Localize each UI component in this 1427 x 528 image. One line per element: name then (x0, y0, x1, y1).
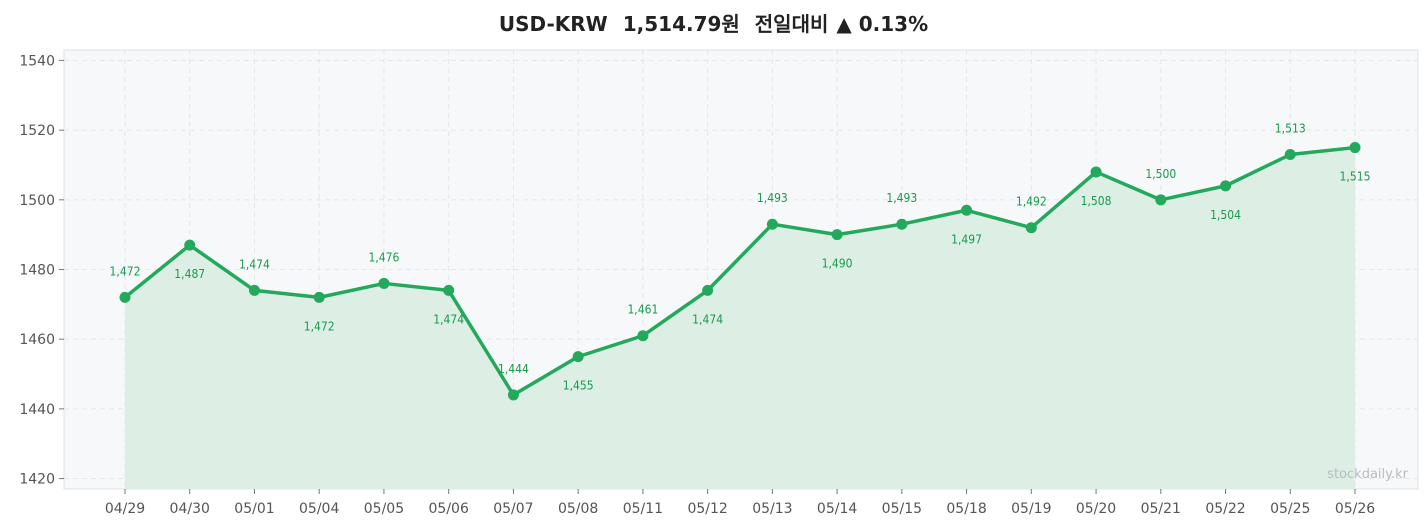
data-label: 1,492 (1016, 195, 1047, 209)
data-label: 1,444 (498, 362, 529, 376)
x-tick-label: 05/26 (1335, 501, 1375, 517)
data-point (313, 291, 325, 303)
data-point (961, 204, 973, 216)
x-tick-label: 05/08 (558, 501, 598, 517)
x-tick-label: 04/30 (170, 501, 210, 517)
data-point (443, 284, 455, 296)
data-point (248, 284, 260, 296)
x-tick-label: 05/07 (493, 501, 533, 517)
data-label: 1,497 (951, 232, 982, 246)
y-axis: 1420 1440 1460 1480 1500 1520 1540 (19, 53, 64, 488)
data-label: 1,487 (174, 267, 205, 281)
data-points (119, 142, 1361, 401)
y-tick-label: 1420 (19, 472, 55, 488)
data-label: 1,455 (563, 379, 594, 393)
data-point (572, 351, 584, 363)
data-label: 1,508 (1081, 194, 1112, 208)
data-point (507, 389, 519, 401)
data-point (766, 218, 778, 230)
x-tick-label: 05/12 (687, 501, 727, 517)
x-tick-label: 05/11 (623, 501, 663, 517)
data-point (1155, 194, 1167, 206)
data-point (378, 277, 390, 289)
x-tick-label: 05/06 (429, 501, 469, 517)
x-tick-label: 05/19 (1011, 501, 1051, 517)
watermark: stockdaily.kr (1327, 467, 1408, 482)
data-label: 1,490 (822, 257, 853, 271)
data-point (1220, 180, 1232, 192)
data-point (831, 229, 843, 241)
data-label: 1,513 (1275, 122, 1306, 136)
data-label: 1,461 (627, 303, 658, 317)
data-label: 1,472 (304, 319, 335, 333)
data-label: 1,515 (1340, 170, 1371, 184)
x-tick-label: 05/01 (234, 501, 274, 517)
series-line (123, 145, 1356, 397)
data-label: 1,493 (757, 191, 788, 205)
data-label: 1,474 (692, 312, 723, 326)
data-labels: 1,472 1,487 1,474 1,472 1,476 1,474 1,444 1,455… (110, 122, 1371, 393)
data-label: 1,474 (239, 257, 270, 271)
x-tick-label: 05/13 (752, 501, 792, 517)
data-label: 1,476 (368, 250, 399, 264)
x-tick-label: 05/22 (1205, 501, 1245, 517)
x-tick-label: 05/14 (817, 501, 857, 517)
x-tick-label: 05/05 (364, 501, 404, 517)
data-point (1284, 149, 1296, 161)
y-tick-label: 1540 (19, 53, 55, 69)
data-point (119, 291, 131, 303)
data-point (896, 218, 908, 230)
x-tick-label: 05/21 (1141, 501, 1181, 517)
x-tick-label: 05/25 (1270, 501, 1310, 517)
pair-name: USD-KRW (498, 12, 608, 36)
data-point (184, 239, 196, 251)
data-label: 1,472 (110, 264, 141, 278)
data-label: 1,504 (1210, 208, 1241, 222)
x-tick-label: 05/18 (946, 501, 986, 517)
data-point (1025, 222, 1037, 234)
change-label: 전일대비 (754, 12, 829, 36)
data-label: 1,500 (1145, 167, 1176, 181)
y-tick-label: 1480 (19, 263, 55, 279)
data-label: 1,474 (433, 312, 464, 326)
chart-title: USD-KRW 1,514.79원 전일대비 ▲ 0.13% (0, 8, 1427, 37)
x-tick-label: 05/04 (299, 501, 339, 517)
x-tick-label: 04/29 (105, 501, 145, 517)
x-axis: 04/29 04/30 05/01 05/04 05/05 05/06 05/07 05/08… (105, 489, 1375, 517)
data-label: 1,493 (886, 191, 917, 205)
y-tick-label: 1500 (19, 193, 55, 209)
change-value: ▲ 0.13% (836, 12, 929, 36)
x-tick-label: 05/20 (1076, 501, 1116, 517)
y-tick-label: 1440 (19, 402, 55, 418)
x-tick-label: 05/15 (882, 501, 922, 517)
y-tick-label: 1460 (19, 332, 55, 348)
data-point (1349, 142, 1361, 154)
data-point (702, 284, 714, 296)
data-point (1090, 166, 1102, 178)
y-tick-label: 1520 (19, 123, 55, 139)
area-fill (125, 147, 1355, 490)
data-point (637, 330, 649, 342)
current-price: 1,514.79원 (622, 12, 740, 36)
